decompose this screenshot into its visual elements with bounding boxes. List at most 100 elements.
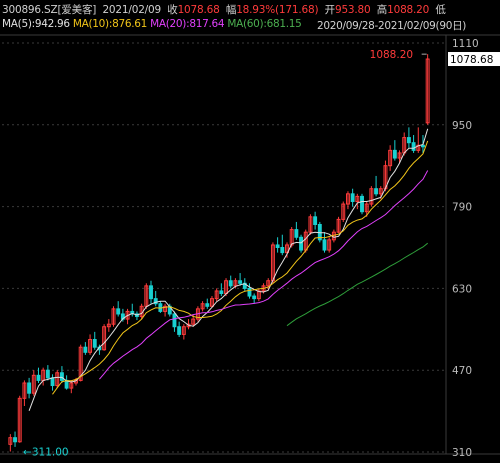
candle-body <box>116 308 121 315</box>
y-tick-label: 630 <box>452 283 472 295</box>
high-annotation: 1088.20 <box>370 49 413 61</box>
candle-body <box>406 137 411 144</box>
ma-lines <box>28 128 429 411</box>
candles <box>8 54 430 452</box>
ma60-value: 681.15 <box>266 18 302 30</box>
candle-body <box>8 437 13 445</box>
grid-lines <box>0 34 500 455</box>
candle-body <box>266 280 271 287</box>
close-label: 收 <box>167 4 178 16</box>
date-label: 2021/02/09 <box>102 4 161 16</box>
candle-body <box>350 193 355 202</box>
y-axis: 1110 950 790 630 470 310 1078.68 <box>448 38 500 459</box>
candle-body <box>345 193 350 205</box>
candle-body <box>294 229 299 238</box>
low-annotation: ←311.00 <box>23 446 69 458</box>
candle-body <box>378 188 383 195</box>
annotations: 1088.20 ←311.00 <box>23 49 427 458</box>
candle-body <box>83 346 88 353</box>
candle-body <box>153 298 158 305</box>
candle-body <box>55 372 60 387</box>
ma10-line <box>52 140 429 395</box>
candle-body <box>299 236 304 251</box>
candle-body <box>369 188 374 205</box>
candle-body <box>92 339 97 348</box>
candle-body <box>205 303 210 307</box>
candle-body <box>425 58 430 124</box>
candle-body <box>219 290 224 295</box>
candle-body <box>22 382 27 399</box>
ma5-line <box>28 128 429 411</box>
candle-body <box>411 142 416 151</box>
candle-body <box>210 298 214 307</box>
high-value: 1088.20 <box>387 4 430 16</box>
candle-body <box>313 216 318 225</box>
low-label: 低 <box>435 4 446 16</box>
ma20-label: MA(20): <box>150 18 190 30</box>
candle-body <box>388 149 393 167</box>
candle-body <box>177 326 182 335</box>
candle-body <box>355 195 360 202</box>
candle-body <box>238 280 243 284</box>
date-range: 2020/09/28-2021/02/09(90日) <box>317 20 467 32</box>
candle-body <box>374 188 379 195</box>
candle-body <box>111 308 116 325</box>
candle-body <box>416 144 421 151</box>
ma20-line <box>99 170 429 380</box>
candle-body <box>149 285 153 300</box>
candle-body <box>308 216 313 233</box>
change-label: 幅 <box>225 4 237 16</box>
candle-body <box>275 244 280 249</box>
candle-body <box>69 382 74 389</box>
candle-body <box>360 195 364 213</box>
candle-body <box>13 437 17 443</box>
candle-body <box>327 239 332 251</box>
candle-body <box>285 244 289 254</box>
candle-body <box>280 247 285 254</box>
candle-body <box>228 280 233 287</box>
candle-body <box>233 280 238 287</box>
candle-body <box>106 323 111 328</box>
candle-body <box>31 374 36 394</box>
ma5-value: 942.96 <box>34 18 70 30</box>
candle-body <box>17 397 22 443</box>
candle-body <box>27 382 32 394</box>
candle-body <box>322 239 327 251</box>
y-tick-label: 950 <box>452 120 472 132</box>
candle-body <box>59 372 64 381</box>
candle-body <box>364 203 369 213</box>
candle-body <box>102 326 107 351</box>
current-price-label: 1078.68 <box>450 54 493 66</box>
candle-body <box>200 303 205 310</box>
y-tick-label: 1110 <box>452 38 479 50</box>
ticker-label: 300896.SZ[爱美客] <box>2 4 97 16</box>
candle-body <box>181 326 186 335</box>
ma10-label: MA(10): <box>72 18 113 30</box>
ma5-label: MA(5): <box>2 18 35 30</box>
candle-body <box>78 346 83 381</box>
y-tick-label: 790 <box>452 202 472 214</box>
ma20-value: 817.64 <box>189 18 225 30</box>
ma60-label: MA(60): <box>227 18 267 30</box>
y-tick-label: 470 <box>452 365 472 377</box>
open-value: 953.80 <box>334 4 371 16</box>
candle-body <box>172 313 177 328</box>
candle-body <box>252 295 257 300</box>
candle-body <box>397 152 402 159</box>
ma60-line <box>286 242 429 327</box>
candle-body <box>45 369 50 379</box>
candle-body <box>36 374 41 381</box>
current-price-box <box>448 52 500 67</box>
candle-body <box>88 339 93 353</box>
candle-body <box>247 287 252 297</box>
candle-body <box>191 318 196 325</box>
chart-header: 300896.SZ[爱美客] 2021/02/09 收1078.68 幅18.9… <box>0 0 500 34</box>
candle-body <box>214 290 219 300</box>
change-value: 18.93%(171.68) <box>236 4 319 16</box>
candle-body <box>392 149 397 159</box>
open-label: 开 <box>324 4 336 16</box>
y-tick-label: 310 <box>452 447 472 459</box>
high-label: 高 <box>376 4 388 16</box>
close-value: 1078.68 <box>177 4 220 16</box>
